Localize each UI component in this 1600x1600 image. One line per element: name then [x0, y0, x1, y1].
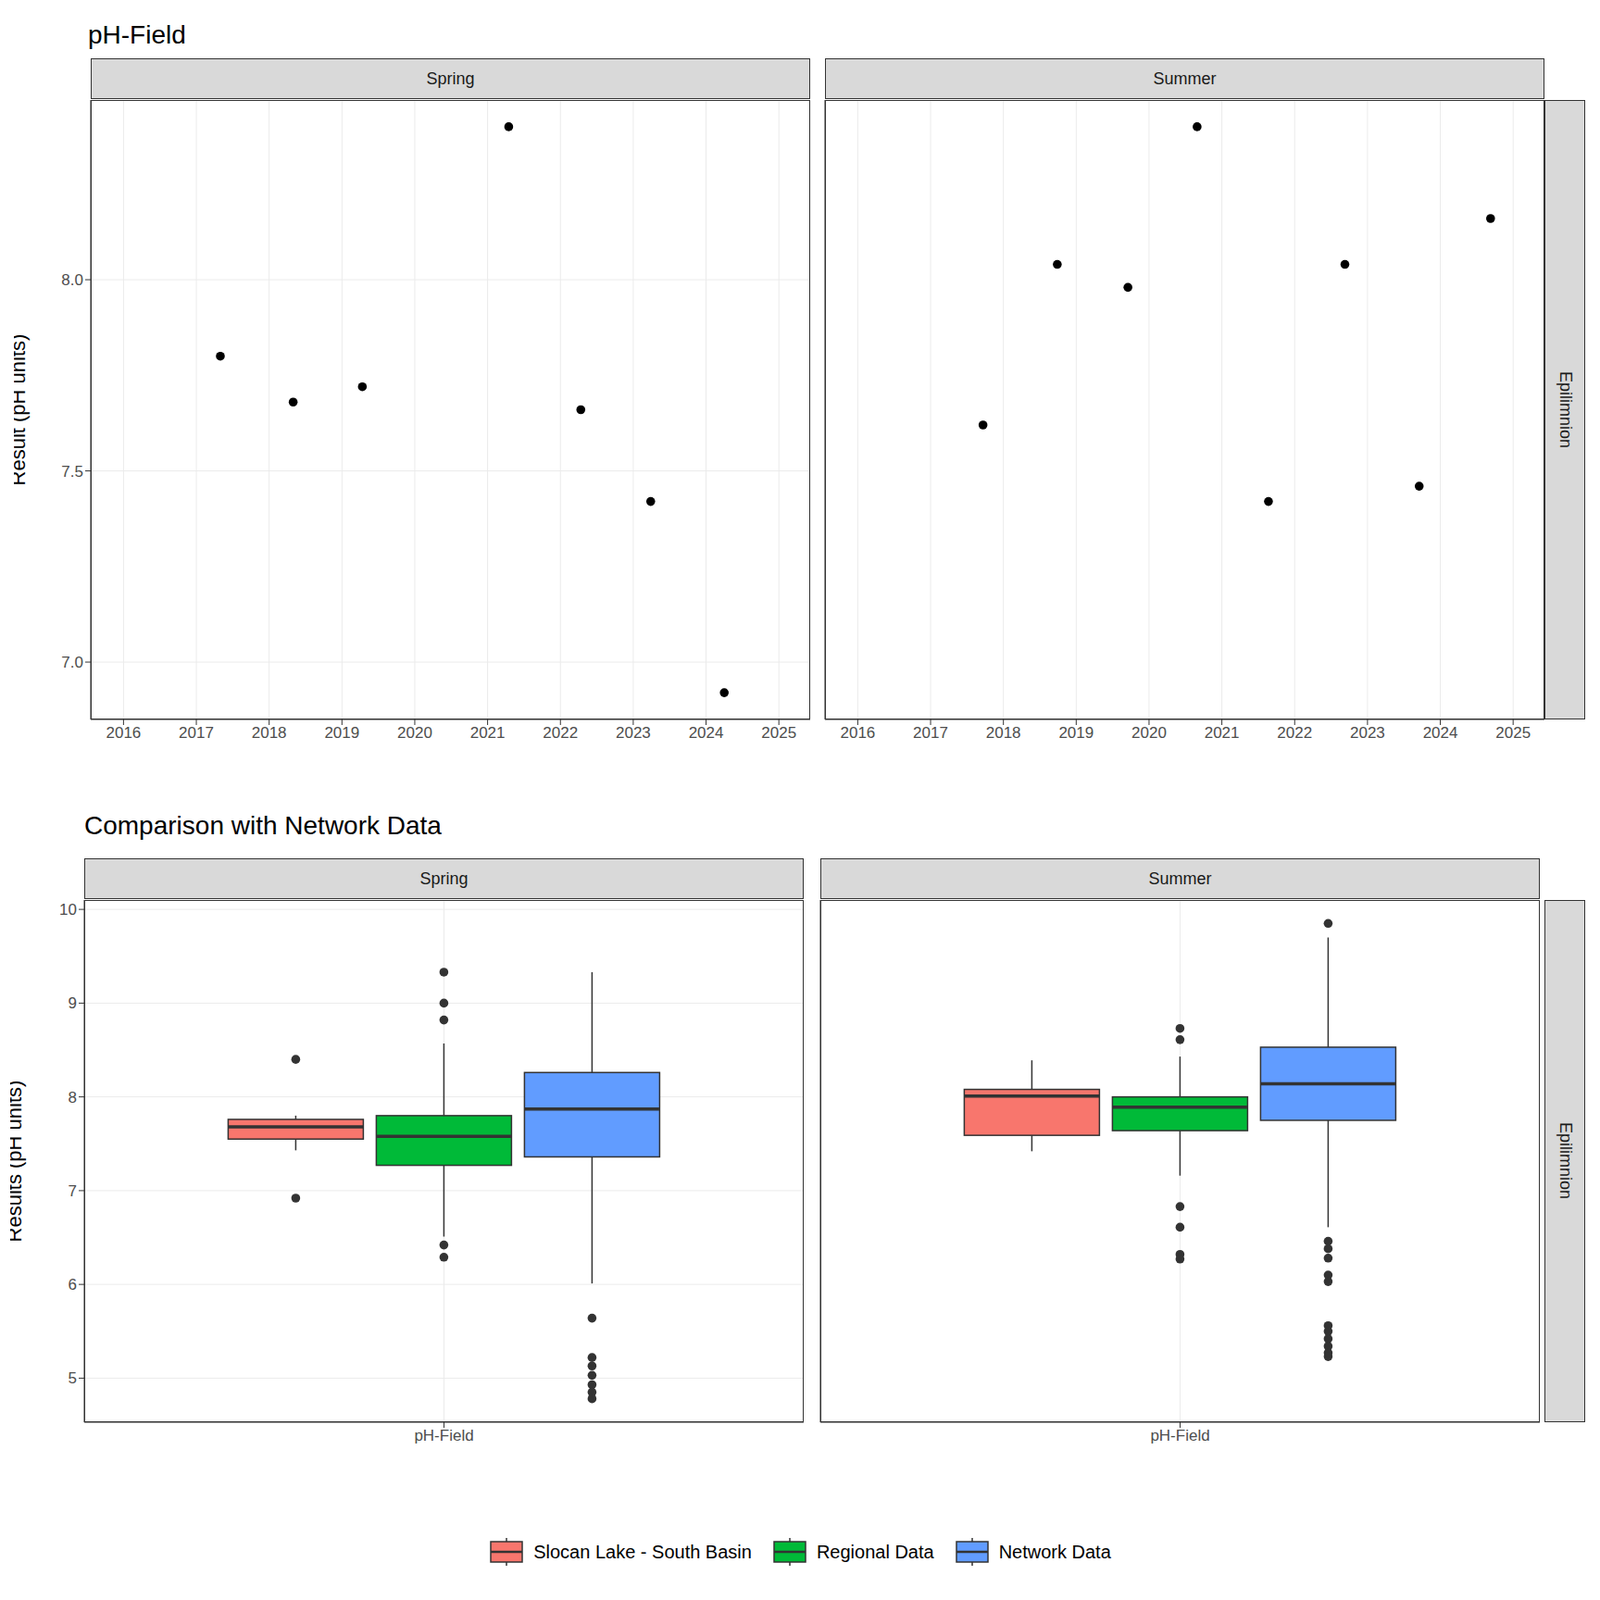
svg-text:2019: 2019: [324, 724, 360, 742]
svg-text:2019: 2019: [1058, 724, 1094, 742]
svg-text:2017: 2017: [178, 724, 214, 742]
svg-text:2017: 2017: [912, 724, 949, 742]
svg-text:2016: 2016: [839, 724, 875, 742]
svg-text:6: 6: [68, 1275, 77, 1294]
svg-text:8: 8: [68, 1088, 77, 1107]
svg-text:2016: 2016: [105, 724, 141, 742]
svg-text:2023: 2023: [1350, 724, 1386, 742]
svg-text:Result (pH units): Result (pH units): [13, 334, 30, 487]
svg-text:5: 5: [68, 1369, 77, 1388]
html-text:Slocan Lake - South Basin: Slocan Lake - South Basin: [533, 1541, 752, 1562]
svg-text:2025: 2025: [1495, 724, 1531, 742]
html-text:Regional Data: Regional Data: [816, 1541, 934, 1562]
svg-text:7: 7: [68, 1182, 77, 1200]
svg-text:2024: 2024: [1423, 724, 1459, 742]
svg-text:2024: 2024: [688, 724, 725, 742]
svg-text:2025: 2025: [761, 724, 797, 742]
svg-text:Results (pH units): Results (pH units): [10, 1080, 26, 1243]
svg-text:2018: 2018: [251, 724, 288, 742]
svg-text:2021: 2021: [470, 724, 506, 742]
svg-text:pH-Field: pH-Field: [413, 1426, 474, 1445]
svg-text:2020: 2020: [397, 724, 433, 742]
svg-text:2018: 2018: [986, 724, 1022, 742]
html-text:Epilimnion: Epilimnion: [1556, 1122, 1575, 1200]
svg-text:10: 10: [59, 900, 77, 919]
svg-text:2021: 2021: [1204, 724, 1240, 742]
html-text:Spring: Spring: [426, 68, 475, 88]
svg-text:7.5: 7.5: [61, 462, 84, 481]
svg-text:2020: 2020: [1131, 724, 1167, 742]
html-text:Network Data: Network Data: [998, 1541, 1111, 1562]
svg-text:9: 9: [68, 994, 77, 1013]
svg-text:2022: 2022: [1276, 724, 1313, 742]
html-text:Spring: Spring: [419, 868, 469, 888]
html-text:pH-Field: pH-Field: [87, 20, 186, 50]
svg-text:2023: 2023: [615, 724, 651, 742]
html-text:Epilimnion: Epilimnion: [1556, 371, 1575, 449]
svg-text:2022: 2022: [542, 724, 578, 742]
svg-text:pH-Field: pH-Field: [1150, 1426, 1210, 1445]
html-text:Summer: Summer: [1153, 68, 1217, 88]
html-text:Comparison with Network Data: Comparison with Network Data: [84, 811, 442, 840]
html-text:Summer: Summer: [1148, 868, 1212, 888]
svg-text:8.0: 8.0: [61, 271, 84, 289]
svg-text:7.0: 7.0: [61, 653, 84, 672]
